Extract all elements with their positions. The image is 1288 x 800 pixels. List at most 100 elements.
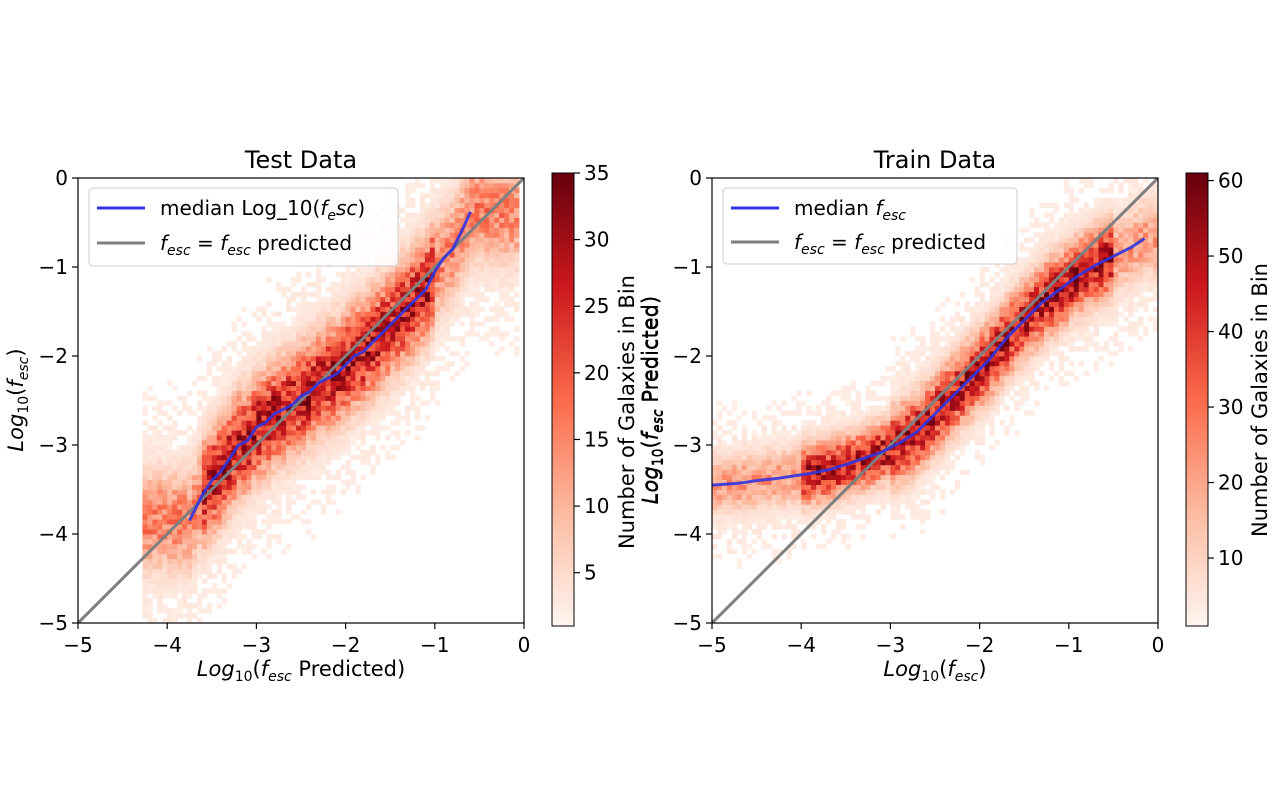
heatmap-cell — [152, 553, 158, 560]
heatmap-cell — [900, 375, 906, 382]
heatmap-cell — [365, 370, 371, 377]
heatmap-cell — [231, 405, 237, 411]
heatmap-cell — [276, 360, 282, 367]
heatmap-cell — [147, 588, 153, 594]
heatmap-cell — [444, 187, 451, 194]
heatmap-cell — [444, 331, 451, 337]
heatmap-cell — [796, 479, 802, 485]
heatmap-cell — [979, 331, 985, 337]
heatmap-cell — [231, 524, 237, 530]
heatmap-cell — [726, 420, 733, 426]
heatmap-cell — [162, 558, 168, 565]
heatmap-cell — [167, 514, 173, 520]
heatmap-cell — [514, 346, 520, 352]
heatmap-cell — [434, 341, 441, 347]
heatmap-cell — [310, 360, 317, 367]
heatmap-cell — [935, 375, 941, 382]
heatmap-cell — [1009, 395, 1015, 401]
heatmap-cell — [504, 291, 510, 298]
heatmap-cell — [266, 474, 272, 481]
heatmap-cell — [949, 435, 956, 441]
heatmap-cell — [330, 425, 337, 431]
heatmap-cell — [449, 336, 456, 342]
heatmap-cell — [147, 454, 153, 461]
heatmap-cell — [335, 375, 342, 382]
heatmap-cell — [340, 405, 346, 411]
heatmap-cell — [370, 296, 376, 303]
heatmap-cell — [716, 484, 723, 490]
heatmap-cell — [330, 400, 337, 406]
heatmap-cell — [969, 415, 976, 421]
heatmap-cell — [291, 370, 297, 377]
heatmap-cell — [157, 494, 163, 500]
heatmap-cell — [390, 445, 396, 451]
heatmap-cell — [246, 405, 252, 411]
heatmap-cell — [479, 212, 485, 218]
heatmap-cell — [365, 385, 371, 392]
heatmap-cell — [335, 410, 342, 416]
heatmap-cell — [959, 400, 966, 406]
heatmap-cell — [191, 440, 198, 446]
heatmap-cell — [405, 351, 411, 357]
heatmap-cell — [211, 356, 218, 362]
heatmap-cell — [182, 519, 188, 525]
heatmap-cell — [414, 257, 421, 263]
heatmap-cell — [410, 341, 416, 347]
heatmap-cell — [716, 534, 723, 540]
heatmap-cell — [261, 365, 267, 372]
heatmap-cell — [974, 331, 980, 337]
heatmap-cell — [494, 331, 500, 337]
heatmap-cell — [954, 385, 961, 392]
heatmap-cell — [405, 217, 411, 223]
heatmap-cell — [850, 469, 857, 476]
heatmap-cell — [964, 435, 971, 441]
heatmap-cell — [840, 445, 847, 451]
heatmap-cell — [969, 410, 976, 416]
heatmap-cell — [771, 445, 777, 451]
heatmap-cell — [385, 385, 391, 392]
heatmap-cell — [191, 459, 198, 466]
heatmap-cell — [226, 415, 233, 421]
heatmap-cell — [930, 385, 936, 392]
heatmap-cell — [375, 365, 381, 372]
heatmap-cell — [261, 519, 267, 525]
heatmap-cell — [345, 271, 351, 278]
heatmap-cell — [310, 425, 317, 431]
heatmap-cell — [910, 509, 916, 515]
heatmap-cell — [172, 484, 178, 490]
heatmap-cell — [152, 449, 158, 456]
heatmap-cell — [296, 306, 302, 312]
heatmap-cell — [979, 346, 985, 352]
heatmap-cell — [221, 415, 228, 421]
heatmap-cell — [206, 474, 213, 481]
heatmap-cell — [716, 410, 723, 416]
heatmap-cell — [380, 405, 386, 411]
heatmap-cell — [424, 237, 431, 243]
heatmap-cell — [489, 326, 495, 332]
heatmap-cell — [335, 291, 342, 298]
heatmap-cell — [147, 553, 153, 560]
heatmap-cell — [216, 459, 223, 466]
heatmap-cell — [939, 445, 946, 451]
heatmap-cell — [935, 356, 941, 362]
heatmap-cell — [325, 405, 332, 411]
heatmap-cell — [375, 395, 381, 401]
x-tick-label: −3 — [242, 633, 271, 657]
heatmap-cell — [320, 296, 327, 303]
heatmap-cell — [305, 410, 312, 416]
heatmap-cell — [434, 222, 441, 228]
heatmap-cell — [870, 494, 876, 500]
heatmap-cell — [716, 459, 723, 466]
heatmap-cell — [766, 464, 772, 471]
heatmap-cell — [157, 534, 163, 540]
heatmap-cell — [449, 217, 456, 223]
heatmap-cell — [860, 449, 867, 456]
heatmap-cell — [731, 509, 738, 515]
heatmap-cell — [320, 276, 327, 283]
heatmap-cell — [875, 499, 881, 505]
heatmap-cell — [514, 222, 520, 228]
heatmap-cell — [320, 380, 327, 387]
heatmap-cell — [291, 469, 297, 476]
heatmap-cell — [816, 440, 822, 446]
heatmap-cell — [231, 440, 237, 446]
